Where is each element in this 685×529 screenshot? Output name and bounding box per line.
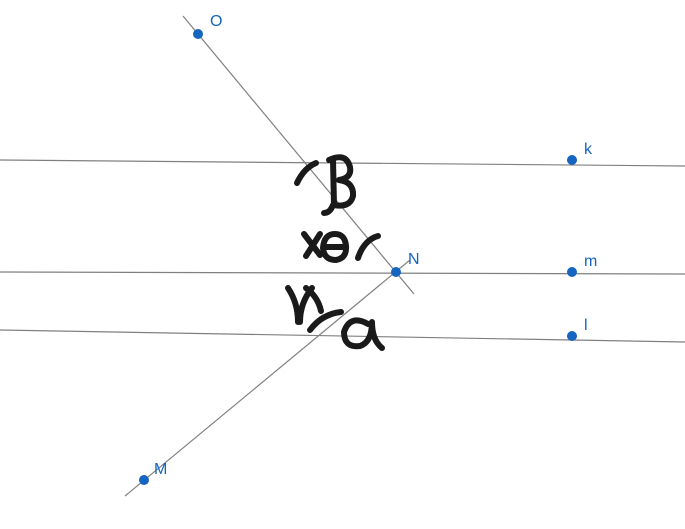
point-m [567, 267, 577, 277]
theta-glyph-icon [323, 234, 346, 260]
angle-beta [297, 157, 353, 213]
theta-cross-icon [304, 234, 320, 256]
label-m: m [584, 253, 597, 270]
label-N: N [408, 251, 420, 268]
segment-MN [125, 260, 410, 496]
segment-ON [183, 16, 414, 294]
label-l: l [584, 317, 588, 334]
label-O: O [210, 13, 222, 30]
geometry-diagram: O N M k m l [0, 0, 685, 529]
point-M [139, 475, 149, 485]
beta-glyph-icon [324, 157, 353, 213]
point-O [193, 29, 203, 39]
label-k: k [584, 141, 593, 158]
point-l [567, 331, 577, 341]
point-N [391, 267, 401, 277]
alpha-glyph-icon [344, 320, 382, 348]
line-k [0, 160, 685, 166]
label-M: M [154, 461, 167, 478]
angle-gamma [288, 288, 321, 322]
point-k [567, 155, 577, 165]
angle-alpha [310, 312, 382, 348]
gamma-glyph-icon [288, 288, 312, 322]
line-m [0, 272, 685, 274]
